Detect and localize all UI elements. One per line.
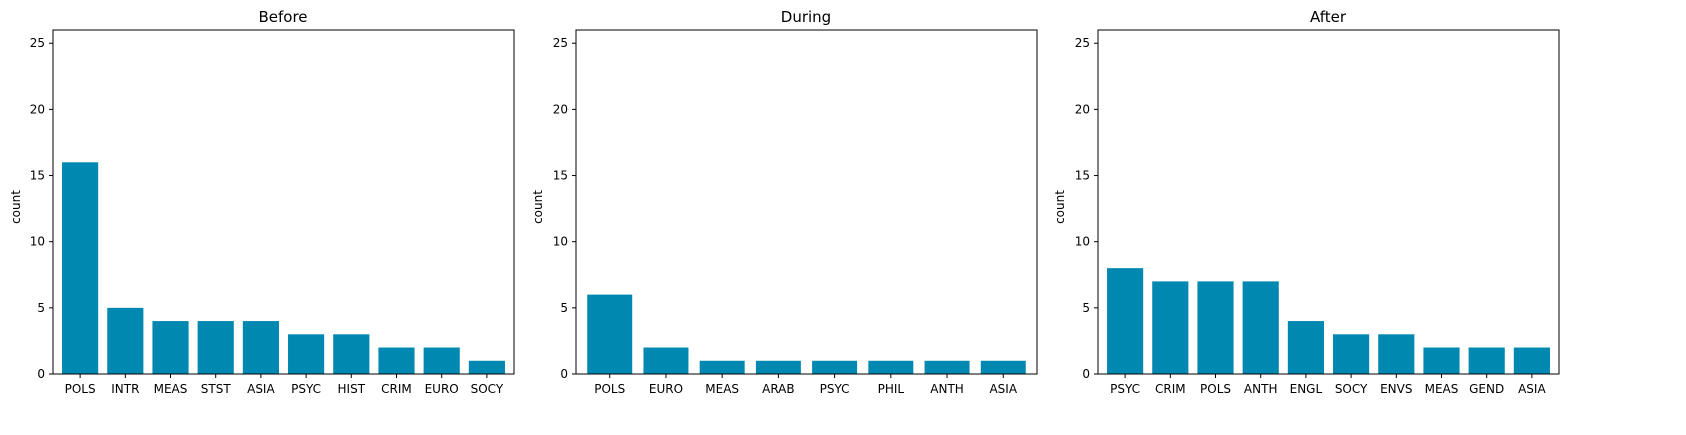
x-tick-label: CRIM <box>1155 382 1186 396</box>
bar-socy <box>468 360 505 374</box>
y-tick-label: 20 <box>30 102 45 116</box>
x-tick-label: CRIM <box>381 382 412 396</box>
bar-anth <box>1242 281 1279 374</box>
x-tick-label: ANTH <box>1244 382 1278 396</box>
bar-crim <box>1152 281 1189 374</box>
bar-crim <box>378 347 415 374</box>
y-tick-label: 25 <box>30 36 45 50</box>
bar-socy <box>1333 334 1370 374</box>
chart-title: During <box>781 8 831 26</box>
bars <box>587 294 1026 374</box>
chart-title: Before <box>258 8 307 26</box>
bar-engl <box>1287 321 1324 374</box>
y-ticks: 0 5 10 15 20 25 <box>1075 36 1098 381</box>
x-tick-label: POLS <box>1200 382 1231 396</box>
y-tick-label: 25 <box>553 36 568 50</box>
y-tick-label: 15 <box>1075 169 1090 183</box>
bar-stst <box>197 321 234 374</box>
x-tick-label: MEAS <box>154 382 188 396</box>
bar-pols <box>587 294 633 374</box>
y-axis-label: count <box>9 190 23 224</box>
y-axis-label: count <box>1053 190 1067 224</box>
y-tick-label: 15 <box>30 169 45 183</box>
bar-asia <box>1513 347 1550 374</box>
x-tick-label: SOCY <box>471 382 504 396</box>
x-tick-label: ARAB <box>762 382 795 396</box>
x-tick-label: EURO <box>425 382 459 396</box>
y-tick-label: 5 <box>37 301 45 315</box>
y-tick-label: 15 <box>553 169 568 183</box>
x-ticks: POLS INTR MEAS STST ASIA PSYC HIST CRIM EURO SOCY <box>65 374 504 396</box>
y-tick-label: 5 <box>560 301 568 315</box>
x-tick-label: PSYC <box>820 382 850 396</box>
plot-frame <box>1097 29 1560 375</box>
x-tick-label: ASIA <box>989 382 1017 396</box>
bars <box>62 162 505 374</box>
bar-anth <box>924 360 970 374</box>
panel-during: During count 0 5 10 15 20 25 POLS EURO MEAS ARAB… <box>531 8 1038 396</box>
x-tick-label: ANTH <box>930 382 964 396</box>
x-tick-label: PSYC <box>291 382 321 396</box>
bar-asia <box>980 360 1026 374</box>
x-ticks: PSYC CRIM POLS ANTH ENGL SOCY ENVS MEAS GEND ASIA <box>1110 374 1546 396</box>
y-axis-label: count <box>531 190 545 224</box>
bar-psyc <box>288 334 325 374</box>
y-ticks: 0 5 10 15 20 25 <box>30 36 53 381</box>
bar-phil <box>868 360 914 374</box>
bar-envs <box>1378 334 1415 374</box>
x-ticks: POLS EURO MEAS ARAB PSYC PHIL ANTH ASIA <box>594 374 1018 396</box>
bar-arab <box>755 360 801 374</box>
bar-gend <box>1468 347 1505 374</box>
bar-psyc <box>812 360 858 374</box>
bar-asia <box>242 321 279 374</box>
y-tick-label: 10 <box>553 235 568 249</box>
y-tick-label: 0 <box>1082 367 1090 381</box>
y-ticks: 0 5 10 15 20 25 <box>553 36 576 381</box>
x-tick-label: GEND <box>1469 382 1504 396</box>
bar-meas <box>699 360 745 374</box>
x-tick-label: ENVS <box>1380 382 1412 396</box>
y-tick-label: 10 <box>1075 235 1090 249</box>
bars <box>1107 268 1550 374</box>
panel-before: Before count 0 5 10 15 20 25 POLS INTR MEAS STST… <box>9 8 515 396</box>
bar-intr <box>107 307 144 374</box>
y-tick-label: 5 <box>1082 301 1090 315</box>
y-tick-label: 20 <box>1075 102 1090 116</box>
x-tick-label: ASIA <box>247 382 275 396</box>
x-tick-label: HIST <box>338 382 366 396</box>
plot-frame <box>575 29 1038 375</box>
y-tick-label: 10 <box>30 235 45 249</box>
x-tick-label: STST <box>201 382 232 396</box>
plot-frame <box>52 29 515 375</box>
y-tick-label: 0 <box>560 367 568 381</box>
panel-after: After count 0 5 10 15 20 25 PSYC CRIM POLS ANTH E… <box>1053 8 1560 396</box>
x-tick-label: PHIL <box>878 382 905 396</box>
y-tick-label: 25 <box>1075 36 1090 50</box>
bar-hist <box>333 334 370 374</box>
x-tick-label: EURO <box>649 382 683 396</box>
x-tick-label: POLS <box>594 382 625 396</box>
x-tick-label: PSYC <box>1110 382 1140 396</box>
bar-meas <box>1423 347 1460 374</box>
x-tick-label: ENGL <box>1290 382 1323 396</box>
chart-title: After <box>1310 8 1347 26</box>
y-tick-label: 0 <box>37 367 45 381</box>
bar-pols <box>1197 281 1234 374</box>
x-tick-label: INTR <box>111 382 139 396</box>
x-tick-label: ASIA <box>1518 382 1546 396</box>
bar-pols <box>62 162 99 374</box>
x-tick-label: SOCY <box>1335 382 1368 396</box>
x-tick-label: MEAS <box>705 382 739 396</box>
bar-meas <box>152 321 189 374</box>
bar-psyc <box>1107 268 1144 374</box>
y-tick-label: 20 <box>553 102 568 116</box>
x-tick-label: POLS <box>65 382 96 396</box>
bar-euro <box>423 347 460 374</box>
bar-euro <box>643 347 689 374</box>
x-tick-label: MEAS <box>1425 382 1459 396</box>
